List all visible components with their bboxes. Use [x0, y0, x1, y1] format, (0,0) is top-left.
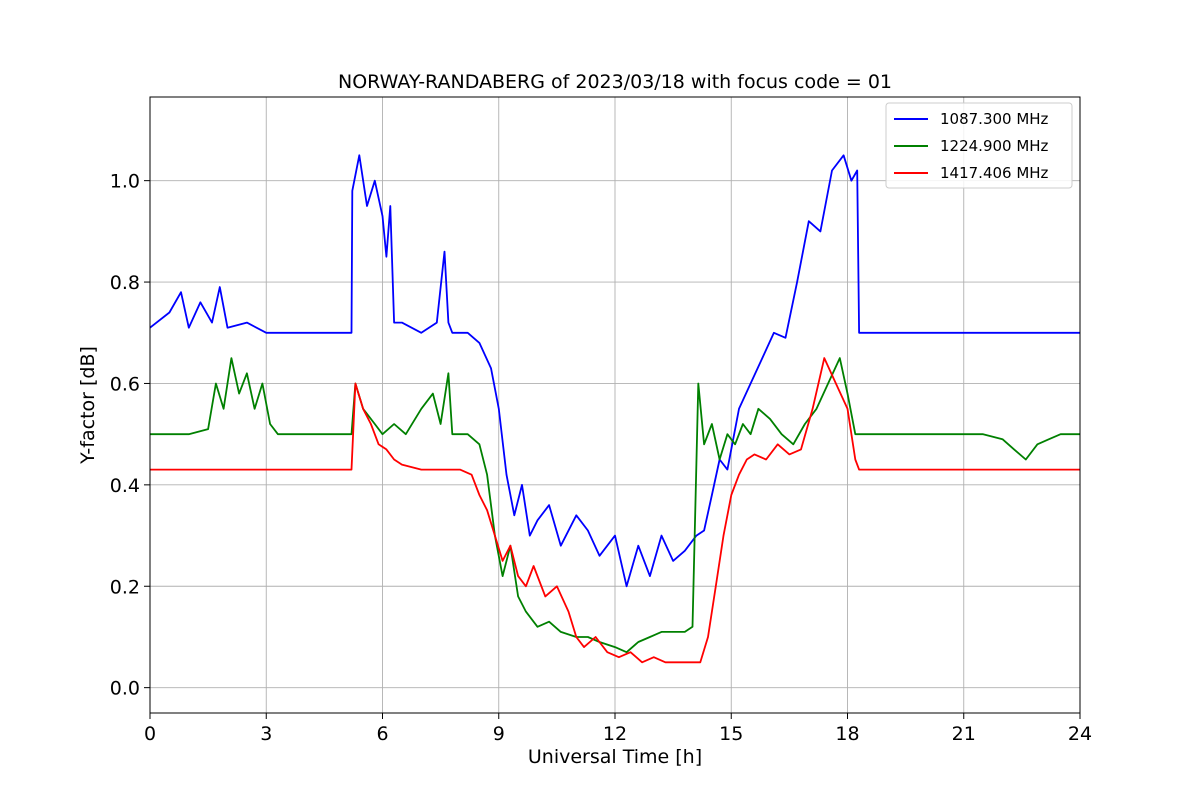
x-tick-label: 3	[260, 723, 272, 745]
legend-label-2: 1224.900 MHz	[940, 137, 1049, 155]
y-tick-label: 0.8	[110, 272, 140, 294]
y-tick-label: 1.0	[110, 171, 140, 193]
x-tick-label: 12	[603, 723, 627, 745]
y-tick-label: 0.4	[110, 475, 140, 497]
x-tick-label: 24	[1068, 723, 1092, 745]
x-tick-label: 9	[493, 723, 505, 745]
x-tick-label: 6	[376, 723, 388, 745]
x-tick-label: 15	[719, 723, 743, 745]
chart-title: NORWAY-RANDABERG of 2023/03/18 with focu…	[338, 71, 892, 93]
y-axis-label: Y-factor [dB]	[77, 346, 99, 465]
y-tick-label: 0.0	[110, 678, 140, 700]
legend-label-1: 1087.300 MHz	[940, 110, 1049, 128]
legend-box	[885, 102, 1073, 189]
legend: 1087.300 MHz 1224.900 MHz 1417.406 MHz	[885, 102, 1073, 189]
ticks: 0 3 6 9 12 15 18 21 24 0.0 0.2 0.4 0.6 0.8 1.0	[110, 171, 1092, 745]
plot-lines	[149, 154, 1080, 664]
y-tick-label: 0.6	[110, 373, 140, 395]
series-line-3	[150, 357, 1080, 664]
legend-label-3: 1417.406 MHz	[940, 164, 1049, 182]
x-tick-label: 21	[952, 723, 976, 745]
x-tick-label: 18	[835, 723, 859, 745]
x-axis-label: Universal Time [h]	[528, 746, 702, 768]
x-tick-label: 0	[144, 723, 156, 745]
y-tick-label: 0.2	[110, 576, 140, 598]
series-line-1	[149, 154, 1080, 588]
